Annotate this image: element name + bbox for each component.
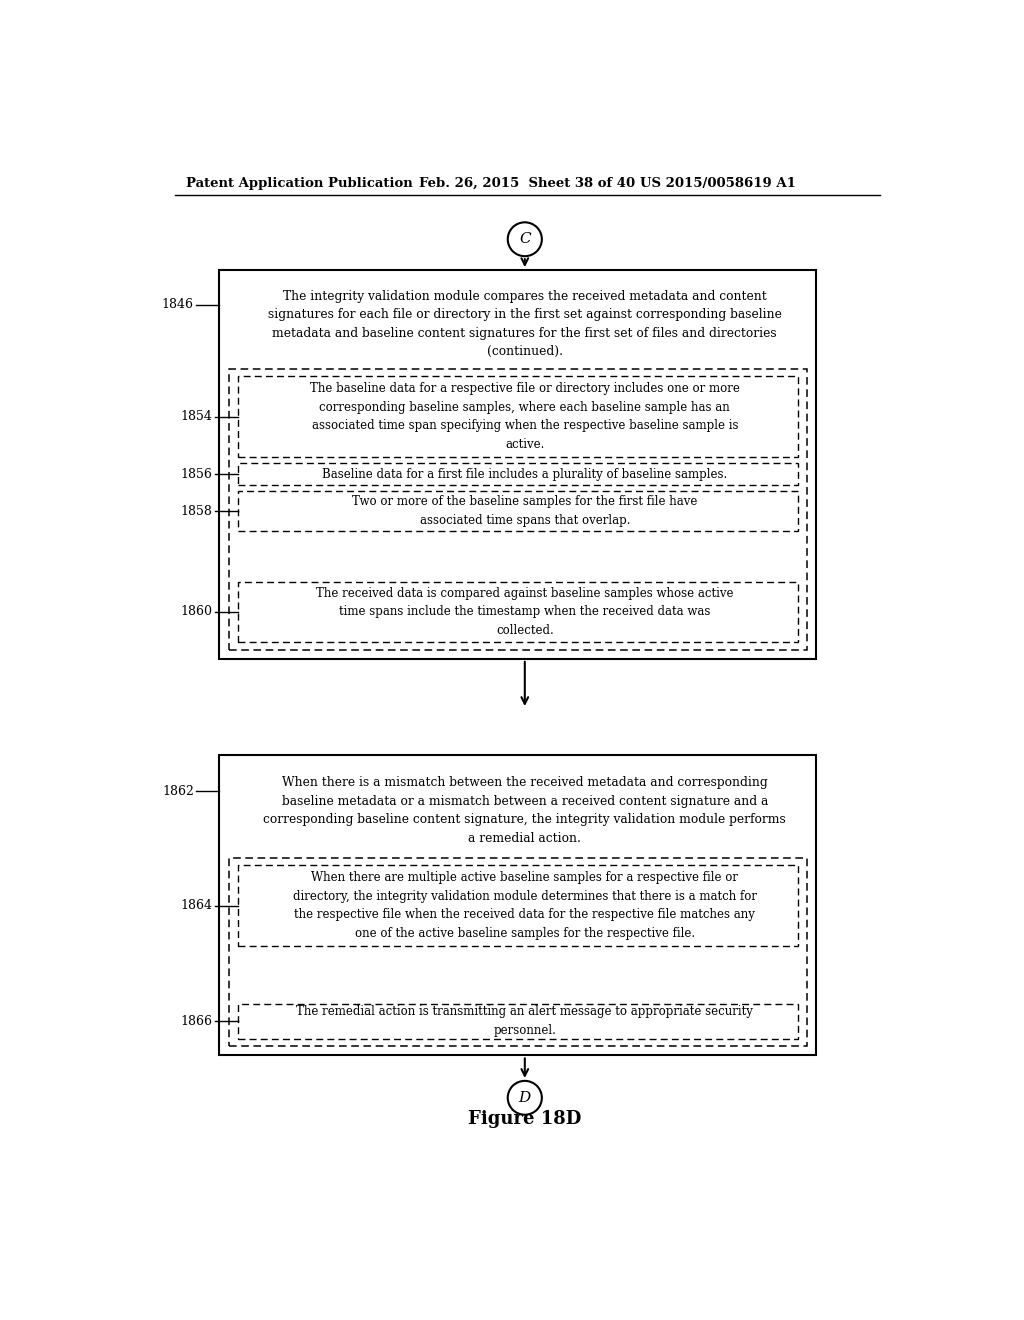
- Text: 1860: 1860: [180, 606, 212, 619]
- Text: 1866: 1866: [180, 1015, 212, 1028]
- Bar: [219, 271, 816, 659]
- Text: Patent Application Publication: Patent Application Publication: [186, 177, 413, 190]
- Text: 1858: 1858: [180, 504, 212, 517]
- Text: Two or more of the baseline samples for the first file have
associated time span: Two or more of the baseline samples for …: [352, 495, 697, 527]
- Text: Feb. 26, 2015  Sheet 38 of 40: Feb. 26, 2015 Sheet 38 of 40: [419, 177, 635, 190]
- Bar: [238, 491, 798, 531]
- Bar: [238, 866, 798, 946]
- Text: Figure 18D: Figure 18D: [468, 1110, 582, 1129]
- Text: The received data is compared against baseline samples whose active
time spans i: The received data is compared against ba…: [316, 587, 733, 638]
- Bar: [219, 755, 816, 1056]
- Text: The baseline data for a respective file or directory includes one or more
corres: The baseline data for a respective file …: [310, 383, 739, 451]
- Text: 1862: 1862: [162, 785, 194, 797]
- Text: The integrity validation module compares the received metadata and content
signa: The integrity validation module compares…: [268, 289, 781, 358]
- Text: When there is a mismatch between the received metadata and corresponding
baselin: When there is a mismatch between the rec…: [263, 776, 786, 845]
- Text: 1856: 1856: [180, 467, 212, 480]
- Text: 1864: 1864: [180, 899, 212, 912]
- Text: The remedial action is transmitting an alert message to appropriate security
per: The remedial action is transmitting an a…: [296, 1006, 754, 1038]
- Text: Baseline data for a first file includes a plurality of baseline samples.: Baseline data for a first file includes …: [323, 467, 727, 480]
- Bar: [238, 376, 798, 457]
- Bar: [238, 463, 798, 484]
- Bar: [238, 1003, 798, 1039]
- Text: US 2015/0058619 A1: US 2015/0058619 A1: [640, 177, 796, 190]
- Text: C: C: [519, 232, 530, 247]
- Bar: [228, 368, 807, 649]
- Bar: [238, 582, 798, 642]
- Text: 1846: 1846: [162, 298, 194, 312]
- Text: When there are multiple active baseline samples for a respective file or
directo: When there are multiple active baseline …: [293, 871, 757, 940]
- Text: 1854: 1854: [180, 411, 212, 424]
- Text: D: D: [519, 1090, 530, 1105]
- Bar: [228, 858, 807, 1047]
